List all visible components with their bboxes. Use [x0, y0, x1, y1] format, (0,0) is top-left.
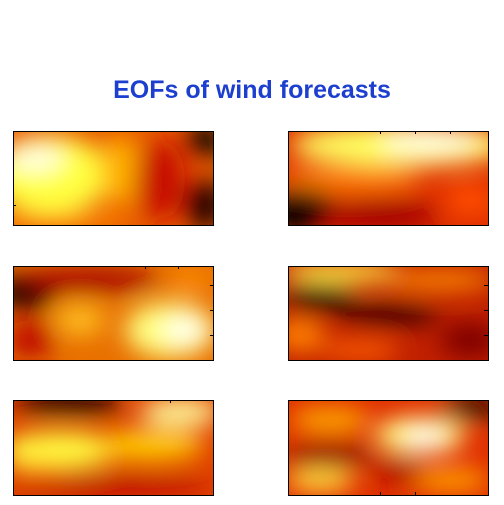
heatmap-panel	[13, 266, 213, 360]
axes-frame	[288, 266, 489, 361]
heatmap-panel	[13, 400, 213, 495]
heatmap-panel	[288, 400, 488, 495]
axes-frame	[288, 400, 489, 496]
heatmap-panel	[288, 131, 488, 225]
figure-title: EOFs of wind forecasts	[113, 76, 391, 104]
axes-frame	[13, 266, 214, 361]
axes-frame	[288, 131, 489, 226]
heatmap-panel	[288, 266, 488, 360]
tick-marks	[13, 131, 488, 495]
heatmap-panel	[13, 131, 213, 225]
axes-frame	[13, 400, 214, 496]
axes-frame	[13, 131, 214, 226]
